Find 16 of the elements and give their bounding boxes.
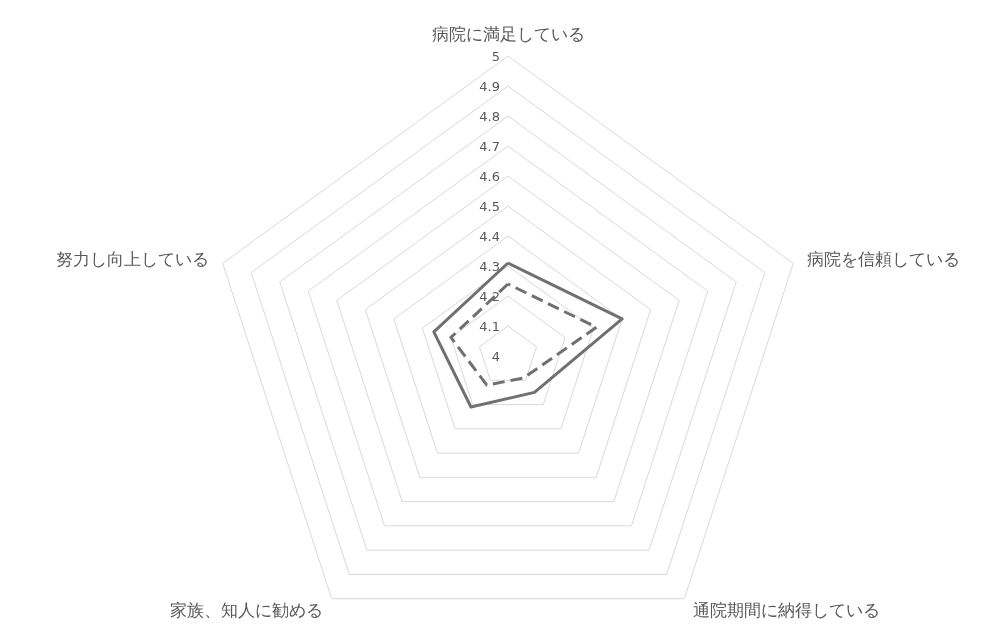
spoke-label: 家族、知人に勧める <box>170 600 324 621</box>
y-tick-label: 4.4 <box>479 228 500 244</box>
y-tick-label: 4.5 <box>479 198 500 214</box>
spoke-label: 病院を信頼している <box>806 248 960 269</box>
y-tick-label: 4.2 <box>479 288 500 304</box>
y-tick-label: 4.9 <box>479 78 500 94</box>
spoke-label: 通院期間に納得している <box>692 600 880 621</box>
y-tick-label: 4.3 <box>479 258 500 274</box>
y-tick-label: 4.6 <box>479 168 500 184</box>
y-tick-label: 4.1 <box>479 318 500 334</box>
spoke-label: 努力し向上している <box>56 248 210 269</box>
spoke-label: 病院に満足している <box>431 23 585 44</box>
y-tick-label: 4 <box>491 348 500 364</box>
y-tick-label: 4.8 <box>479 108 500 124</box>
y-tick-label: 4.7 <box>479 138 500 154</box>
y-tick-label: 5 <box>491 48 500 64</box>
